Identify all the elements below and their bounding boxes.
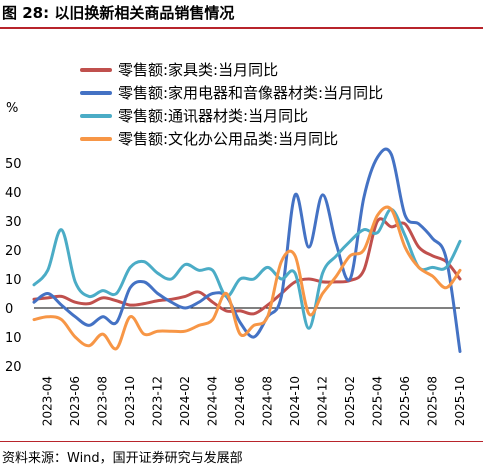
x-tick-label: 2023-04 xyxy=(41,376,55,426)
series-line-1 xyxy=(32,217,462,316)
legend-swatch xyxy=(80,90,112,95)
series-line-4 xyxy=(32,205,462,351)
legend-item-3: 零售额:通讯器材类:当月同比 xyxy=(80,104,383,127)
legend-label: 零售额:家用电器和音像器材类:当月同比 xyxy=(118,84,384,102)
x-tick-label: 2024-04 xyxy=(206,376,220,426)
series-line-3 xyxy=(32,207,462,330)
y-tick-label: 40 xyxy=(5,186,22,201)
x-tick-label: 2024-02 xyxy=(178,376,192,426)
figure-title: 图 28: 以旧换新相关商品销售情况 xyxy=(2,4,235,22)
legend-label: 零售额:文化办公用品类:当月同比 xyxy=(118,130,339,148)
legend-label: 零售额:家具类:当月同比 xyxy=(118,61,279,79)
x-tick-label: 2024-10 xyxy=(288,376,302,426)
x-tick-label: 2023-08 xyxy=(96,376,110,426)
y-tick-label: 30 xyxy=(5,215,22,230)
x-tick-label: 2023-12 xyxy=(151,376,165,426)
legend-item-1: 零售额:家具类:当月同比 xyxy=(80,58,383,81)
y-tick-label: 10 xyxy=(5,331,22,346)
x-tick-label: 2024-06 xyxy=(233,376,247,426)
series-line-2 xyxy=(32,147,462,353)
x-tick-label: 2025-06 xyxy=(398,376,412,426)
y-tick-label: 20 xyxy=(5,244,22,259)
y-tick-label: 20 xyxy=(5,360,22,375)
title-divider xyxy=(0,27,483,29)
legend-swatch xyxy=(80,67,112,72)
legend-item-4: 零售额:文化办公用品类:当月同比 xyxy=(80,127,383,150)
x-tick-label: 2024-08 xyxy=(261,376,275,426)
x-tick-label: 2025-02 xyxy=(343,376,357,426)
chart-legend: 零售额:家具类:当月同比零售额:家用电器和音像器材类:当月同比 零售额:通讯器材类… xyxy=(80,58,383,150)
legend-swatch xyxy=(80,113,112,118)
source-note: 资料来源：Wind，国开证券研究与发展部 xyxy=(2,451,243,466)
x-tick-label: 2025-04 xyxy=(371,376,385,426)
legend-swatch xyxy=(80,136,112,141)
y-tick-label: 10 xyxy=(5,273,22,288)
y-tick-label: 50 xyxy=(5,157,22,172)
footer-divider xyxy=(0,441,483,442)
legend-item-2: 零售额:家用电器和音像器材类:当月同比 xyxy=(80,81,383,104)
x-tick-label: 2025-10 xyxy=(453,376,467,426)
y-tick-label: 0 xyxy=(5,302,13,317)
y-axis-unit-label: % xyxy=(6,101,18,116)
x-tick-label: 2025-08 xyxy=(426,376,440,426)
x-tick-label: 2024-12 xyxy=(316,376,330,426)
x-tick-label: 2023-10 xyxy=(123,376,137,426)
legend-label: 零售额:通讯器材类:当月同比 xyxy=(118,107,309,125)
x-tick-label: 2023-06 xyxy=(68,376,82,426)
